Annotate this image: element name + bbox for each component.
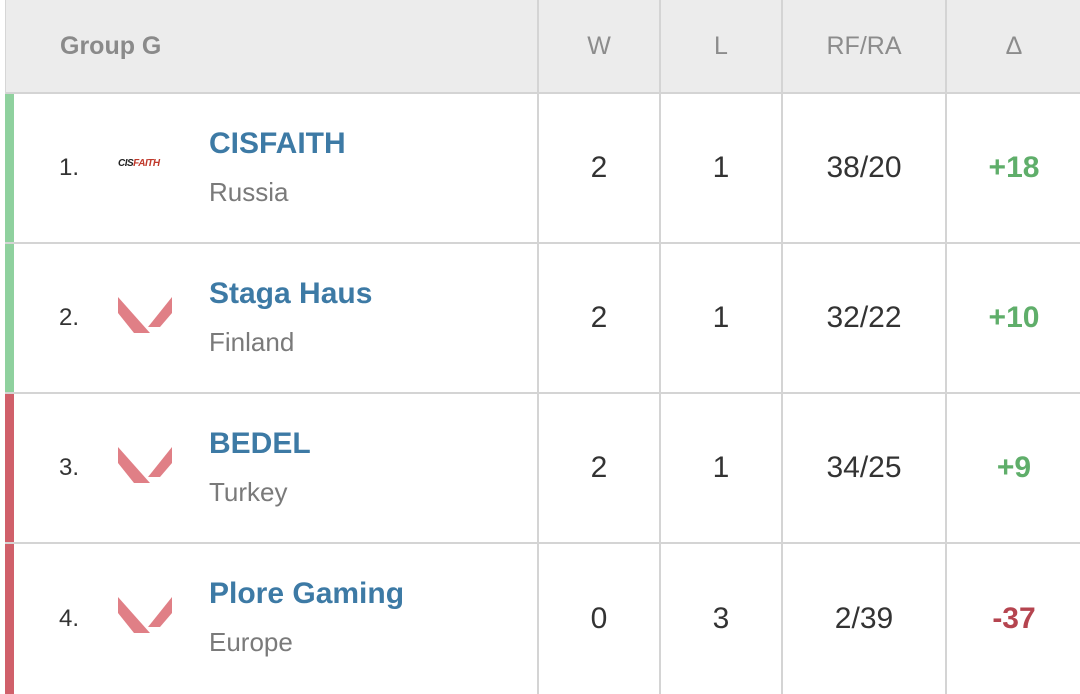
team-region: Finland xyxy=(209,327,295,357)
team-region: Europe xyxy=(209,627,293,657)
rounds: 34/25 xyxy=(826,451,902,484)
cisfaith-logo: CISFAITH xyxy=(118,158,160,169)
team-region: Turkey xyxy=(209,477,288,507)
rank: 4. xyxy=(59,605,80,632)
valorant-icon xyxy=(118,447,172,483)
team-name-link[interactable]: CISFAITH xyxy=(209,127,346,160)
team-name-link[interactable]: Staga Haus xyxy=(209,277,373,310)
group-standings-table: Group G W L RF/RA Δ 1. CISFAITH CISFAITH… xyxy=(5,0,1080,694)
wins: 2 xyxy=(590,451,608,484)
wins: 0 xyxy=(590,602,608,635)
round-diff: +9 xyxy=(996,451,1032,484)
wins: 2 xyxy=(590,301,608,334)
round-diff: +18 xyxy=(988,151,1040,184)
valorant-icon xyxy=(118,297,172,333)
header-group: Group G xyxy=(6,0,539,92)
table-row[interactable]: 2. Staga Haus Finland 2 1 32/22 +10 xyxy=(5,244,1080,394)
team-name-link[interactable]: BEDEL xyxy=(209,427,311,460)
rank: 2. xyxy=(59,304,80,331)
team-cell[interactable]: 1. CISFAITH CISFAITH Russia xyxy=(6,94,539,242)
team-name-link[interactable]: Plore Gaming xyxy=(209,577,405,610)
status-stripe xyxy=(5,244,14,392)
table-row[interactable]: 3. BEDEL Turkey 2 1 34/25 +9 xyxy=(5,394,1080,544)
rounds: 2/39 xyxy=(834,602,894,635)
losses: 1 xyxy=(712,451,730,484)
status-stripe xyxy=(5,94,14,242)
group-title: Group G xyxy=(60,31,162,60)
rank: 3. xyxy=(59,454,80,481)
team-region: Russia xyxy=(209,177,289,207)
round-diff: +10 xyxy=(988,301,1040,334)
table-header: Group G W L RF/RA Δ xyxy=(6,0,1080,94)
team-cell[interactable]: 2. Staga Haus Finland xyxy=(6,244,539,392)
wins: 2 xyxy=(590,151,608,184)
header-wins: W xyxy=(539,0,661,92)
rounds: 32/22 xyxy=(826,301,902,334)
header-losses: L xyxy=(661,0,783,92)
losses: 1 xyxy=(712,151,730,184)
header-delta: Δ xyxy=(1005,31,1023,60)
losses: 1 xyxy=(712,301,730,334)
valorant-icon xyxy=(118,597,172,633)
table-row[interactable]: 1. CISFAITH CISFAITH Russia 2 1 38/20 +1… xyxy=(5,94,1080,244)
status-stripe xyxy=(5,394,14,542)
table-row[interactable]: 4. Plore Gaming Europe 0 3 2/39 -37 xyxy=(5,544,1080,694)
rounds: 38/20 xyxy=(826,151,902,184)
team-cell[interactable]: 4. Plore Gaming Europe xyxy=(6,544,539,694)
round-diff: -37 xyxy=(992,602,1036,635)
status-stripe xyxy=(5,544,14,694)
rank: 1. xyxy=(59,154,80,181)
header-rounds: RF/RA xyxy=(783,0,947,92)
team-cell[interactable]: 3. BEDEL Turkey xyxy=(6,394,539,542)
losses: 3 xyxy=(712,602,730,635)
